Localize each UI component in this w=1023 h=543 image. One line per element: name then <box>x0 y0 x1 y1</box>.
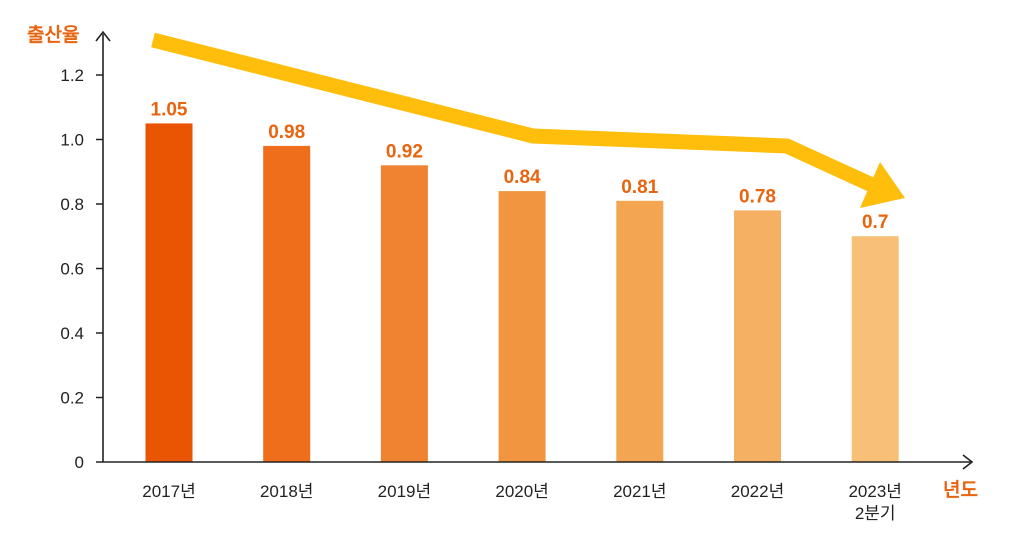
bar-6 <box>734 210 781 462</box>
x-axis-arrowhead <box>962 454 974 470</box>
trend-arrow-head <box>860 162 905 208</box>
category-label-7: 2023년 <box>848 482 901 501</box>
category-label-2: 2018년 <box>260 482 313 501</box>
y-tick-label-5: 0.8 <box>60 195 84 214</box>
x-axis-title: 년도 <box>943 479 978 501</box>
value-label-4: 0.84 <box>504 167 541 188</box>
labels-layer: 1.052017년0.982018년0.922019년0.842020년0.81… <box>27 24 978 523</box>
category-label-4: 2020년 <box>495 482 548 501</box>
y-tick-label-1: 0 <box>75 453 84 472</box>
y-tick-label-6: 1.0 <box>60 131 84 150</box>
bar-4 <box>498 191 546 462</box>
value-label-1: 1.05 <box>151 99 188 120</box>
category-label-5: 2021년 <box>613 482 666 501</box>
category-label-3: 2019년 <box>378 482 431 501</box>
value-label-5: 0.81 <box>621 177 658 198</box>
y-axis-title: 출산율 <box>27 24 79 46</box>
bar-3 <box>380 165 428 463</box>
y-tick-label-2: 0.2 <box>60 389 84 408</box>
bar-2 <box>263 145 311 462</box>
category-label-7-line2: 2분기 <box>855 504 896 523</box>
bar-7 <box>851 236 899 462</box>
y-tick-label-7: 1.2 <box>60 66 84 85</box>
value-label-3: 0.92 <box>386 141 423 162</box>
category-label-1: 2017년 <box>142 482 195 501</box>
axes-layer <box>95 30 974 470</box>
bar-5 <box>616 200 664 463</box>
trend-arrow-layer <box>151 32 905 208</box>
bar-1 <box>145 123 193 463</box>
bars-layer <box>145 123 899 463</box>
value-label-2: 0.98 <box>268 122 305 143</box>
y-tick-label-3: 0.4 <box>60 324 84 343</box>
category-label-6: 2022년 <box>731 482 784 501</box>
y-tick-label-4: 0.6 <box>60 260 84 279</box>
value-label-6: 0.78 <box>739 186 776 207</box>
trend-arrow-shaft <box>151 32 876 192</box>
value-label-7: 0.7 <box>862 212 888 233</box>
y-axis-arrowhead <box>95 30 111 42</box>
